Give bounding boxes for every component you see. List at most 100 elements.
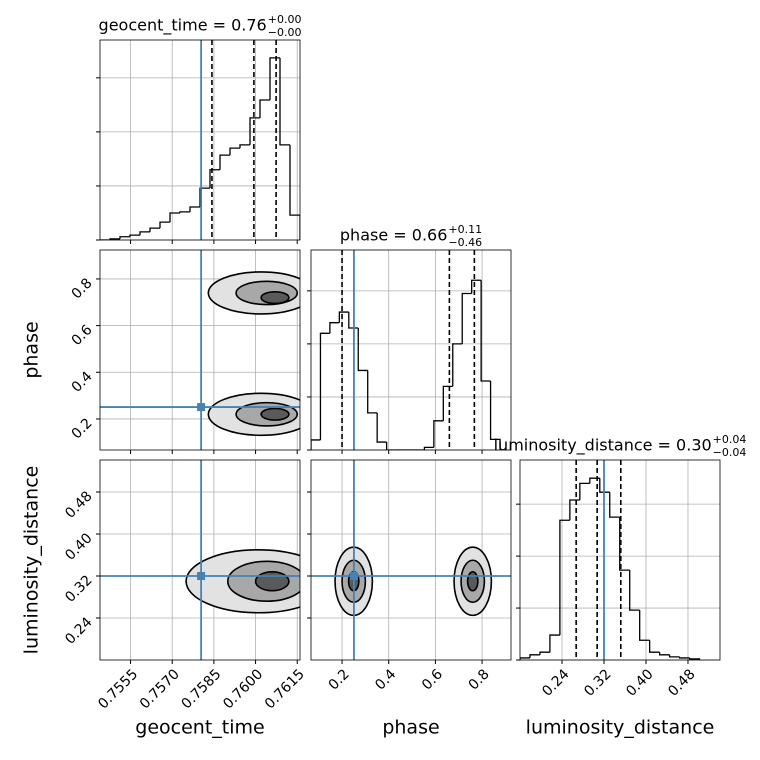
pair-panel [100, 460, 300, 660]
title-lower: −0.46 [448, 236, 482, 249]
hist-bin [599, 478, 610, 493]
hist-bin [259, 99, 270, 118]
title-upper: +0.00 [268, 13, 302, 26]
panel-title: luminosity_distance = 0.30 +0.04−0.04 [494, 433, 747, 459]
axes-frame [99, 39, 301, 241]
hist-bin [179, 211, 190, 213]
hist-bin [559, 519, 570, 636]
title-text: geocent_time = 0.76 [99, 16, 267, 36]
truth-marker [197, 572, 206, 581]
hist-bin [471, 279, 482, 294]
title-lower: −0.00 [268, 26, 302, 39]
y-tick-label: 0.6 [69, 322, 96, 349]
hist-bin [649, 640, 660, 653]
axes-frame [310, 249, 512, 451]
hist-bin [279, 57, 290, 146]
hist-bin [385, 442, 397, 450]
hist-bin [159, 221, 170, 229]
axes-frame [519, 459, 721, 661]
x-axis-label: phase [382, 717, 439, 739]
title-text: luminosity_distance = 0.30 [494, 436, 712, 456]
pair-panel [100, 250, 300, 450]
y-tick-label: 0.2 [69, 415, 96, 442]
hist-bin [249, 117, 260, 145]
hist-bin [433, 420, 444, 448]
hist-bin [688, 657, 701, 660]
hist-bin [461, 292, 472, 344]
hist-bin [589, 477, 600, 484]
hist-bin [239, 144, 250, 149]
panel-title: phase = 0.66 +0.11−0.46 [340, 223, 482, 249]
hist-bin [119, 236, 130, 239]
x-tick-label: 0.24 [539, 666, 572, 699]
x-tick-label: 0.4 [372, 666, 399, 693]
hist-bin [338, 311, 349, 323]
hist-bin [189, 206, 200, 212]
hist-bin [539, 651, 550, 655]
x-tick-label: 0.32 [581, 666, 614, 699]
x-tick-label: 0.8 [466, 666, 493, 693]
x-tick-label: 0.7555 [95, 666, 141, 712]
y-tick-label: 0.24 [62, 614, 95, 647]
hist-bin [319, 332, 330, 440]
hist-bin [209, 169, 220, 189]
hist-bin [639, 610, 650, 641]
x-tick-label: 0.48 [665, 666, 698, 699]
axes-frame [99, 459, 301, 661]
y-tick-label: 0.8 [69, 275, 96, 302]
axes-frame [310, 459, 512, 661]
hist-bin [619, 517, 630, 571]
hist-bin [529, 654, 540, 658]
hist-bin [452, 343, 463, 387]
x-tick-label: 0.7615 [262, 666, 308, 712]
hist-bin [169, 212, 180, 223]
histogram [520, 460, 701, 660]
hist-bin [348, 312, 359, 329]
hist-bin [219, 154, 230, 170]
hist-bin [376, 412, 387, 443]
truth-marker [197, 403, 206, 412]
x-axis-label: luminosity_distance [526, 717, 715, 739]
hist-bin [357, 327, 368, 372]
x-tick-label: 0.7600 [220, 666, 266, 712]
contour [260, 290, 290, 305]
x-tick-label: 0.7570 [137, 666, 183, 712]
hist-bin [289, 144, 300, 240]
title-lower: −0.04 [713, 446, 747, 459]
title-upper: +0.04 [713, 433, 747, 446]
contour [466, 571, 479, 592]
x-tick-label: 0.7585 [179, 666, 225, 712]
hist-bin [629, 570, 640, 611]
y-axis-label: luminosity_distance [21, 466, 43, 655]
hist-bin [668, 654, 680, 658]
hist-bin [569, 499, 580, 521]
hist-bin [579, 482, 590, 500]
title-text: phase = 0.66 [340, 226, 447, 245]
hist-bin [311, 439, 321, 450]
hist-bin [139, 231, 150, 236]
x-tick-label: 0.2 [326, 666, 353, 693]
hist-bin [678, 656, 690, 659]
hist-bin [149, 227, 160, 232]
y-tick-label: 0.32 [62, 572, 95, 605]
y-tick-label: 0.40 [62, 530, 95, 563]
hist-bin [367, 370, 378, 414]
hist-bin [549, 634, 560, 653]
hist-bin [329, 322, 340, 334]
hist-bin [129, 234, 140, 237]
hist-bin [442, 385, 453, 421]
histogram [100, 40, 300, 240]
y-axis-label: phase [21, 321, 43, 378]
axes-frame [99, 249, 301, 451]
truth-marker [349, 572, 358, 581]
contour [254, 571, 290, 592]
hist-bin [229, 147, 240, 156]
panel-title: geocent_time = 0.76 +0.00−0.00 [99, 13, 302, 39]
title-upper: +0.11 [448, 223, 482, 236]
hist-bin [423, 446, 434, 450]
histogram [311, 250, 501, 450]
hist-bin [269, 57, 280, 100]
contour [260, 407, 290, 421]
hist-bin [489, 381, 501, 450]
